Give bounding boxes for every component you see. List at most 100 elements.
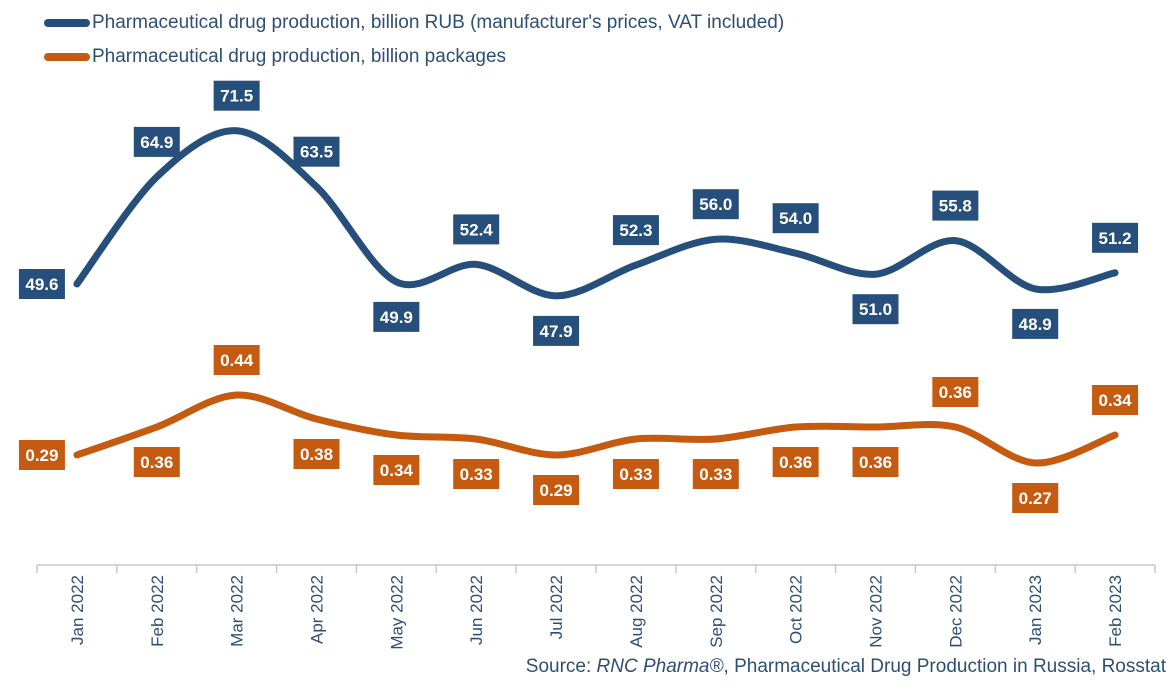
data-label: 51.0 (852, 294, 899, 325)
data-label-text: 0.36 (140, 453, 173, 472)
data-label: 47.9 (533, 315, 580, 346)
data-label-box (692, 189, 739, 220)
data-label: 54.0 (772, 203, 819, 234)
data-label-box (612, 215, 659, 246)
x-tick-label: Aug 2022 (627, 575, 646, 648)
series-line-packages (73, 391, 1119, 467)
data-label-text: 0.33 (460, 465, 493, 484)
legend-swatch-rub (44, 19, 90, 27)
data-label: 63.5 (293, 136, 340, 167)
data-label: 0.33 (453, 459, 500, 489)
data-label-box (373, 455, 420, 485)
x-tick-label: Jun 2022 (467, 575, 486, 645)
data-label-box (772, 203, 819, 234)
data-label: 0.29 (18, 440, 65, 470)
legend-label-packages: Pharmaceutical drug production, billion … (92, 46, 507, 67)
data-label-box (932, 377, 979, 407)
data-label-text: 0.36 (859, 453, 892, 472)
data-label-text: 56.0 (699, 195, 732, 214)
data-label: 52.4 (453, 214, 500, 245)
data-label: 0.27 (1012, 483, 1059, 513)
data-label: 51.2 (1092, 222, 1139, 253)
data-label: 0.36 (932, 377, 979, 407)
legend-label-rub: Pharmaceutical drug production, billion … (92, 12, 785, 33)
data-label: 48.9 (1012, 308, 1059, 339)
data-label-box (453, 214, 500, 245)
data-label-text: 64.9 (140, 133, 173, 152)
data-label-text: 52.3 (619, 221, 652, 240)
data-label-box (213, 345, 260, 375)
source-prefix: Source: (525, 656, 597, 677)
data-label-text: 0.36 (779, 453, 812, 472)
data-label-text: 49.6 (25, 275, 58, 294)
data-label-text: 49.9 (380, 308, 413, 327)
data-label-text: 63.5 (300, 143, 333, 162)
data-label-box (852, 447, 899, 477)
data-label-text: 71.5 (220, 87, 253, 106)
data-label: 64.9 (133, 126, 180, 157)
source-note: Source: RNC Pharma®, Pharmaceutical Drug… (526, 656, 1166, 678)
data-label-box (533, 475, 580, 505)
x-tick-label: Feb 2022 (148, 575, 167, 647)
data-label-text: 51.0 (859, 300, 892, 319)
data-label-box (772, 447, 819, 477)
x-tick-label: Feb 2023 (1106, 575, 1125, 647)
data-label: 0.38 (293, 439, 340, 469)
data-label-box (533, 315, 580, 346)
data-label: 0.44 (213, 345, 260, 375)
data-label-box (852, 294, 899, 325)
data-label-box (1012, 483, 1059, 513)
data-label: 0.36 (772, 447, 819, 477)
data-label: 0.34 (1092, 385, 1139, 415)
data-label-text: 0.34 (380, 461, 414, 480)
source-brand: RNC Pharma® (596, 656, 724, 677)
data-label: 0.36 (133, 447, 180, 477)
data-label: 0.33 (692, 459, 739, 489)
x-tick-label: Jan 2022 (68, 575, 87, 645)
data-label: 49.6 (18, 269, 65, 299)
data-label-text: 47.9 (540, 322, 573, 341)
data-label-box (1092, 222, 1139, 253)
x-axis: Jan 2022 Feb 2022 Mar 2022 Apr 2022 May 2022… (36, 564, 1156, 650)
data-label-box (1012, 308, 1059, 339)
data-label-text: 48.9 (1019, 315, 1052, 334)
data-label-box (373, 301, 420, 332)
legend-item-packages: Pharmaceutical drug production, billion … (44, 44, 804, 70)
data-label-text: 52.4 (460, 220, 494, 239)
series-layer (73, 127, 1119, 467)
data-label-text: 0.33 (699, 465, 732, 484)
data-label-box (453, 459, 500, 489)
data-label-text: 0.44 (220, 351, 254, 370)
data-label: 0.29 (533, 475, 580, 505)
data-label-box (932, 190, 979, 221)
data-label: 71.5 (213, 80, 260, 111)
data-label-box (293, 439, 340, 469)
data-label-text: 0.29 (25, 446, 58, 465)
legend-swatch-packages (44, 53, 90, 61)
data-label-box (692, 459, 739, 489)
data-label-box (293, 136, 340, 167)
data-label: 0.33 (612, 459, 659, 489)
data-labels: 49.6 64.9 71.5 63.5 49.9 52.4 47.9 52.3 56.0 54.0… (18, 80, 1139, 513)
data-label-box (133, 126, 180, 157)
x-tick-label: Dec 2022 (946, 575, 965, 648)
data-label: 0.36 (852, 447, 899, 477)
x-tick-label: Nov 2022 (867, 575, 886, 648)
data-label-box (213, 80, 260, 111)
data-label-text: 0.34 (1099, 391, 1133, 410)
data-label-box (18, 440, 65, 470)
data-label-box (1092, 385, 1139, 415)
data-label-text: 0.27 (1019, 489, 1052, 508)
data-label: 49.9 (373, 301, 420, 332)
x-tick-label: Jan 2023 (1026, 575, 1045, 645)
data-label: 0.34 (373, 455, 420, 485)
legend-item-rub: Pharmaceutical drug production, billion … (44, 10, 804, 36)
data-label: 55.8 (932, 190, 979, 221)
data-label-text: 0.29 (540, 481, 573, 500)
source-suffix: , Pharmaceutical Drug Production in Russ… (723, 656, 1166, 677)
x-tick-label: Apr 2022 (308, 575, 327, 644)
x-tick-label: Sep 2022 (707, 575, 726, 648)
x-tick-label: Mar 2022 (228, 575, 247, 647)
x-tick-label: Jul 2022 (547, 575, 566, 639)
legend: Pharmaceutical drug production, billion … (44, 10, 804, 70)
